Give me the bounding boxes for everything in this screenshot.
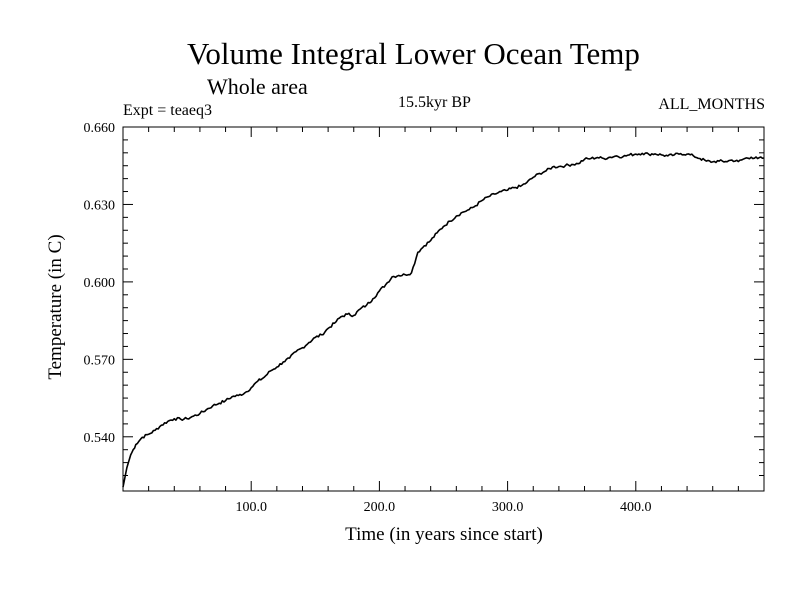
y-axis-label: Temperature (in C) [45, 234, 66, 380]
x-axis-label: Time (in years since start) [345, 524, 543, 545]
x-tick-label: 200.0 [364, 500, 396, 515]
period-label: 15.5kyr BP [398, 94, 471, 111]
chart-subtitle: Whole area [207, 74, 308, 99]
chart-title: Volume Integral Lower Ocean Temp [187, 36, 640, 71]
temperature-series-line [122, 152, 765, 488]
y-tick-label: 0.600 [84, 276, 116, 291]
experiment-label: Expt = teaeq3 [123, 102, 212, 119]
plot-frame [122, 126, 765, 492]
months-label: ALL_MONTHS [658, 96, 765, 113]
y-tick-label: 0.630 [84, 198, 116, 213]
x-tick-label: 100.0 [235, 500, 267, 515]
y-tick-label: 0.660 [84, 121, 116, 136]
y-tick-label: 0.540 [84, 431, 116, 446]
y-tick-label: 0.570 [84, 353, 116, 368]
x-tick-label: 400.0 [620, 500, 652, 515]
x-tick-label: 300.0 [492, 500, 524, 515]
